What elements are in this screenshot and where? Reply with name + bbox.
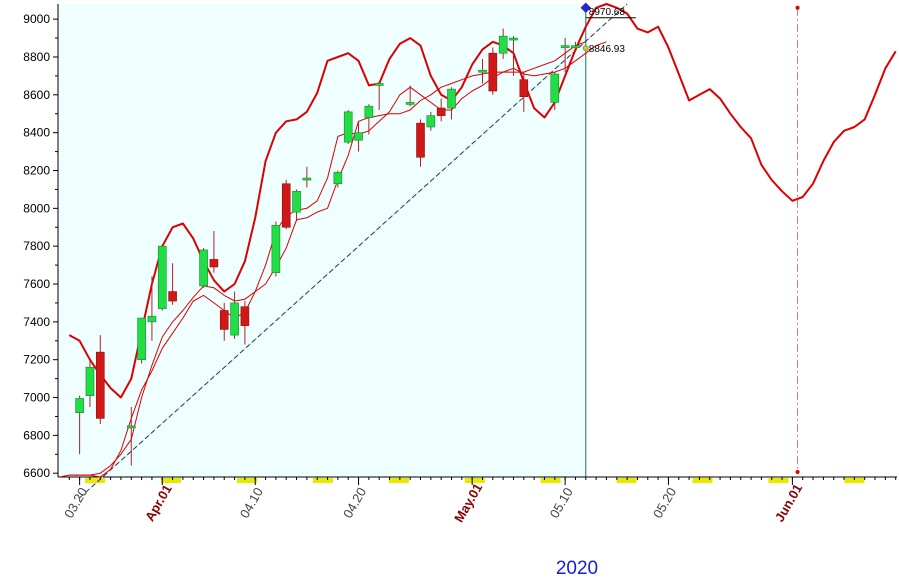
y-tick-label: 7400 [23, 315, 50, 329]
weekend-marker [616, 478, 637, 483]
candle-body [75, 398, 84, 413]
projection-bottom-dot [795, 470, 800, 474]
candle-body [374, 83, 384, 86]
candle-body [343, 111, 353, 143]
candle-body [126, 425, 136, 429]
candle-body [157, 245, 167, 309]
candle-body [85, 366, 95, 396]
candle-body [240, 306, 250, 326]
y-tick-label: 9000 [23, 12, 50, 26]
candle-body [509, 37, 518, 41]
weekend-marker [464, 478, 485, 483]
weekend-marker [312, 478, 333, 483]
y-tick-label: 7000 [23, 391, 50, 405]
candle-body [168, 291, 177, 302]
y-tick-label: 8200 [23, 163, 50, 177]
x-tick-label: Jun.01 [772, 481, 806, 524]
candle-body [292, 191, 301, 213]
candle-body [230, 302, 239, 336]
candle-body [302, 177, 312, 181]
candle-body [571, 45, 580, 48]
candle-body [560, 45, 570, 48]
candle-body [405, 102, 415, 105]
price-annotation: 8846.93 [589, 44, 626, 55]
y-tick-label: 6800 [23, 428, 50, 442]
candle-body [416, 122, 425, 158]
y-tick-label: 6600 [23, 466, 50, 480]
weekend-marker [692, 478, 713, 483]
history-region [58, 4, 586, 477]
trendline-highlight [79, 3, 628, 499]
x-tick-label: 05.20 [650, 485, 679, 521]
candle-body [478, 69, 487, 73]
price-annotation: 8970.68 [589, 7, 626, 18]
candle-body [95, 351, 105, 419]
weekend-marker [768, 478, 789, 483]
y-tick-label: 8400 [23, 126, 50, 140]
candle-body [550, 73, 560, 103]
weekend-marker [540, 478, 561, 483]
candle-body [488, 52, 498, 92]
x-tick-label: 04.10 [237, 485, 266, 521]
candle-body [519, 79, 529, 98]
y-tick-label: 8800 [23, 50, 50, 64]
candle-body [137, 317, 146, 360]
candle-body [426, 115, 436, 128]
weekend-marker [844, 478, 865, 483]
weekend-marker [388, 478, 409, 483]
candle-body [498, 35, 508, 54]
candle-body [333, 172, 343, 185]
projection-top-dot [795, 5, 800, 10]
candle-body [281, 183, 291, 228]
candle-body [199, 249, 208, 287]
lower-band [69, 41, 607, 478]
y-tick-label: 8000 [23, 201, 50, 215]
chart-marks [58, 2, 897, 499]
chart-axes [53, 4, 897, 485]
x-tick-label: 04.20 [340, 485, 369, 521]
candle-body [364, 105, 374, 118]
chart-background [58, 4, 587, 477]
x-tick-label: Apr.01 [142, 482, 175, 524]
weekend-marker [85, 478, 106, 483]
weekend-marker [161, 478, 182, 483]
trendline [79, 3, 628, 499]
candle-body [354, 132, 363, 141]
candle-body [209, 259, 219, 268]
peak-diamond [580, 2, 592, 14]
weekend-marker [236, 478, 257, 483]
mid-line [58, 41, 586, 478]
x-tick-label: 05.10 [547, 485, 576, 521]
candle-body [147, 315, 157, 323]
year-label: 2020 [556, 558, 598, 579]
candle-body [447, 88, 456, 109]
last-price-dot [582, 45, 589, 52]
x-tick-label: May.01 [451, 481, 485, 525]
y-tick-label: 7600 [23, 277, 50, 291]
candle-body [436, 107, 446, 116]
candle-body [219, 310, 229, 330]
y-tick-label: 8600 [23, 88, 50, 102]
x-tick-label: 03.20 [61, 485, 90, 521]
candle-body [271, 225, 281, 273]
y-tick-label: 7800 [23, 239, 50, 253]
y-tick-label: 7200 [23, 353, 50, 367]
